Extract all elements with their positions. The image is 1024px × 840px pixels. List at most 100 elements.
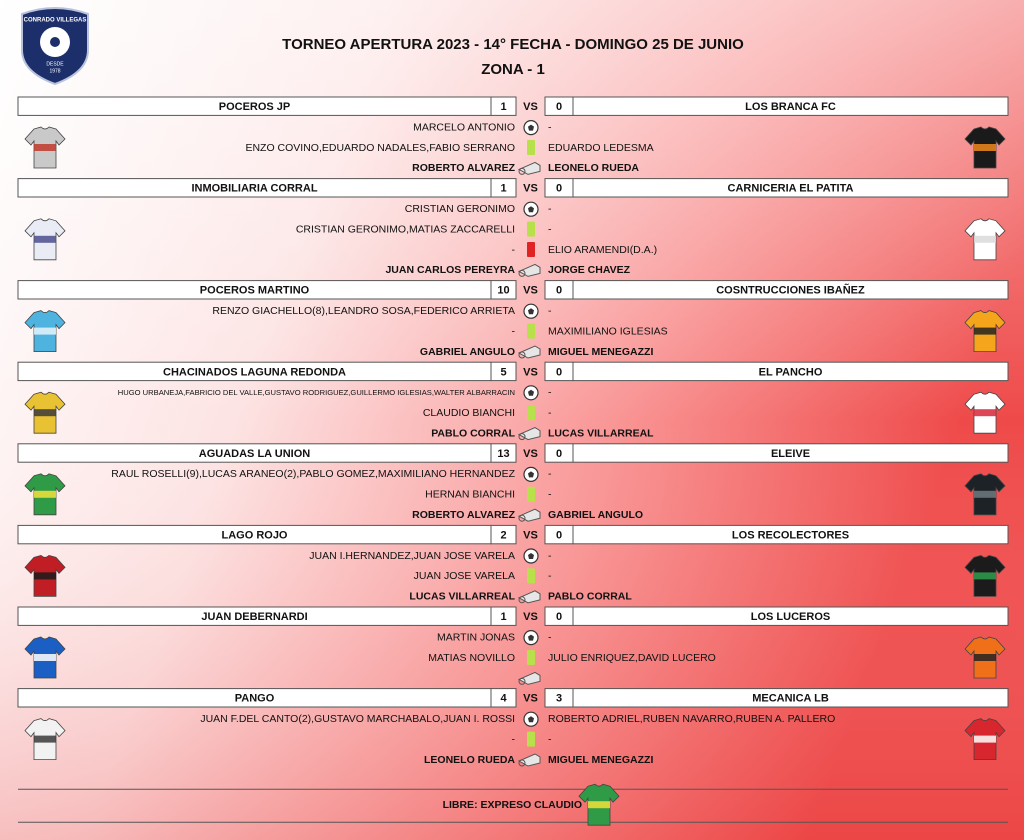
whistle-body (517, 590, 541, 604)
away-team-box (572, 524, 1009, 545)
whistle-ring (518, 596, 526, 604)
whistle-ring (518, 677, 526, 685)
whistle-icon (517, 508, 541, 522)
vs-label: VS (523, 183, 538, 195)
home-score: 13 (497, 448, 509, 460)
team-jersey (964, 554, 1006, 597)
officials-away: LUCAS VILLARREAL (548, 427, 654, 439)
goals-home: MARCELO ANTONIO (413, 121, 515, 133)
officials-home: PABLO CORRAL (431, 427, 515, 439)
team-jersey (24, 473, 66, 516)
ball-icon (523, 385, 539, 401)
away-score: 0 (556, 611, 562, 623)
jersey-stripe (974, 327, 996, 335)
yellow-cards-home: HERNAN BIANCHI (425, 489, 515, 501)
jersey-stripe (974, 490, 996, 498)
away-team: COSNTRUCCIONES IBAÑEZ (716, 284, 865, 297)
ball-patch (528, 389, 534, 396)
whistle-body (517, 427, 541, 441)
team-jersey (964, 310, 1006, 353)
home-team: CHACINADOS LAGUNA REDONDA (163, 366, 346, 378)
team-jersey (964, 718, 1006, 760)
team-jersey (964, 473, 1006, 516)
away-team: EL PANCHO (759, 366, 823, 378)
whistle-body (517, 508, 541, 522)
card-icon (527, 568, 535, 584)
team-jersey (24, 554, 66, 597)
officials-home: JUAN CARLOS PEREYRA (385, 264, 515, 276)
whistle-body (517, 671, 541, 685)
team-jersey (964, 391, 1006, 434)
home-score-box (490, 606, 517, 626)
officials-home: ROBERTO ALVAREZ (412, 162, 515, 174)
away-team-box (572, 96, 1009, 116)
team-jersey (964, 636, 1006, 679)
goals-away: - (548, 631, 552, 643)
goals-home: RAUL ROSELLI(9),LUCAS ARANEO(2),PABLO GO… (111, 468, 515, 480)
ball-icon (523, 548, 539, 564)
title: TORNEO APERTURA 2023 - 14° FECHA - DOMIN… (282, 36, 744, 53)
jersey-stripe (588, 801, 610, 809)
yellow-cards-home: JUAN JOSE VARELA (414, 570, 515, 582)
home-team: POCEROS JP (219, 101, 291, 113)
away-score: 0 (556, 285, 562, 297)
yellow-cards-home: - (512, 733, 516, 745)
officials-away: LEONELO RUEDA (548, 162, 639, 174)
home-score: 10 (497, 285, 509, 297)
away-team: LOS LUCEROS (751, 611, 830, 623)
whistle-body (517, 263, 541, 277)
officials-away: JORGE CHAVEZ (548, 264, 631, 276)
jersey-stripe (974, 144, 996, 151)
yellow-cards-away: - (548, 407, 552, 419)
away-team: LOS BRANCA FC (745, 101, 836, 113)
vs-label: VS (523, 611, 538, 623)
goals-away: ROBERTO ADRIEL,RUBEN NAVARRO,RUBEN A. PA… (548, 713, 835, 725)
yellow-cards-home: - (512, 325, 516, 337)
jersey-stripe (34, 327, 56, 335)
home-score: 4 (500, 693, 507, 705)
yellow-cards-away: MAXIMILIANO IGLESIAS (548, 325, 668, 337)
logo-year: 1978 (49, 68, 60, 74)
home-team: PANGO (235, 693, 275, 705)
yellow-cards-away: - (548, 223, 552, 235)
ball-icon (523, 466, 539, 482)
away-team-box (572, 688, 1009, 708)
home-score-box (490, 524, 517, 545)
home-score-box (490, 361, 517, 382)
card-icon (527, 486, 535, 502)
home-score: 5 (500, 366, 506, 378)
red-cards-away: ELIO ARAMENDI(D.A.) (548, 244, 657, 256)
home-score-box (490, 96, 517, 116)
away-team-box (572, 280, 1009, 300)
away-team-box (572, 178, 1009, 198)
jersey-stripe (34, 144, 56, 151)
card-icon (527, 221, 535, 237)
officials-away: PABLO CORRAL (548, 591, 632, 603)
yellow-cards-home: MATIAS NOVILLO (428, 652, 515, 664)
goals-away: - (548, 550, 552, 562)
card-icon (527, 140, 535, 155)
away-team-box (572, 361, 1009, 382)
officials-away: GABRIEL ANGULO (548, 509, 643, 521)
red-cards-home: - (512, 244, 516, 256)
whistle-icon (517, 161, 541, 175)
goals-away: - (548, 305, 552, 317)
jersey-stripe (974, 409, 996, 417)
jersey-stripe (974, 572, 996, 580)
officials-away: MIGUEL MENEGAZZI (548, 346, 653, 358)
goals-away: - (548, 203, 552, 215)
whistle-ring (518, 514, 526, 522)
away-team: ELEIVE (771, 448, 810, 460)
team-jersey (24, 718, 66, 760)
officials-home: LUCAS VILLARREAL (409, 591, 515, 603)
home-score-box (490, 688, 517, 708)
home-score: 1 (500, 101, 506, 113)
home-team: LAGO ROJO (221, 530, 287, 542)
yellow-cards-away: - (548, 733, 552, 745)
officials-home: LEONELO RUEDA (424, 754, 515, 766)
jersey-stripe (34, 409, 56, 417)
vs-label: VS (523, 285, 538, 297)
ball-icon (523, 119, 539, 136)
yellow-cards-home: ENZO COVINO,EDUARDO NADALES,FABIO SERRAN… (245, 142, 515, 154)
whistle-ring (518, 433, 526, 441)
